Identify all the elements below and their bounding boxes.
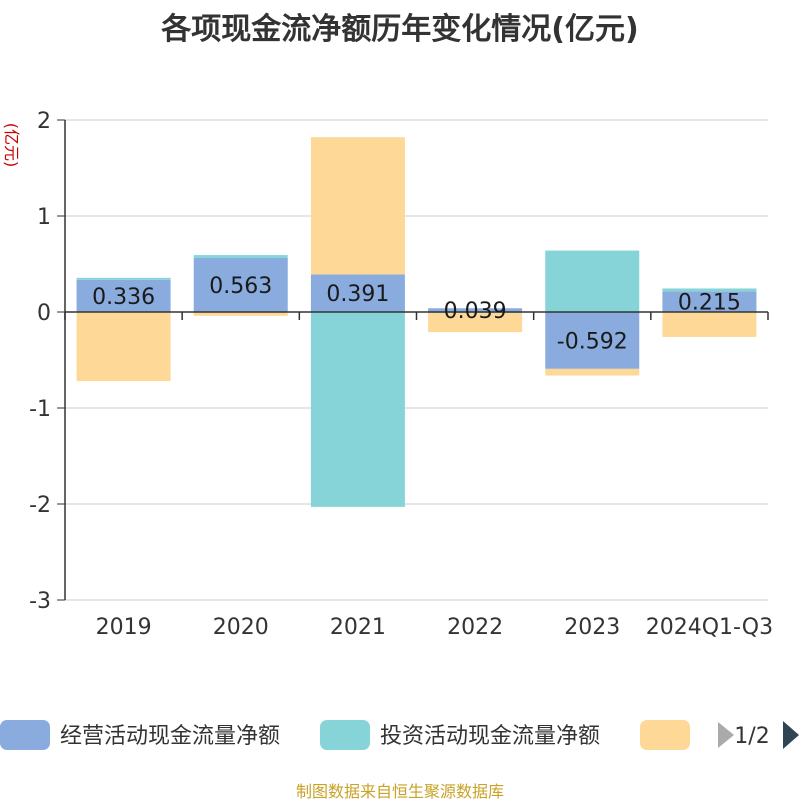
source-note: 制图数据来自恒生聚源数据库 (295, 782, 504, 801)
legend-swatch (0, 720, 50, 750)
legend: 经营活动现金流量净额 投资活动现金流量净额 1/2 (0, 720, 799, 750)
legend-swatch (320, 720, 370, 750)
bar-2-2023 (545, 250, 640, 312)
bar-2-2021 (310, 312, 405, 507)
y-axis-ticks: 2 1 0 -1 -2 -3 (29, 109, 65, 614)
data-labels: 0.336 0.563 0.391 0.039 -0.592 0.215 (92, 274, 741, 354)
arrow-right-icon[interactable] (783, 721, 799, 749)
y-tick-label: -2 (29, 493, 51, 518)
bar-2-2020 (193, 255, 288, 258)
bar-3-2022 (428, 312, 523, 333)
legend-page-indicator: 1/2 (734, 724, 769, 749)
y-tick-label: -1 (29, 397, 51, 422)
x-tick-label: 2020 (213, 615, 269, 640)
x-tick-label: 2024Q1-Q3 (646, 615, 773, 640)
bar-3-2021 (310, 137, 405, 275)
bar-1-2022 (428, 308, 523, 312)
data-label: -0.592 (557, 329, 628, 354)
y-tick-label: 2 (37, 109, 51, 134)
arrow-left-icon[interactable] (718, 722, 734, 748)
y-axis-label: (亿元) (2, 123, 21, 168)
legend-item[interactable]: 经营活动现金流量净额 (0, 720, 280, 750)
bar-1-2023 (545, 312, 640, 369)
chart-title: 各项现金流净额历年变化情况(亿元) (161, 12, 639, 47)
bar-1-2020 (193, 257, 288, 312)
legend-item[interactable]: 投资活动现金流量净额 (320, 720, 600, 750)
x-tick-label: 2022 (447, 615, 503, 640)
x-tick-label: 2023 (564, 615, 620, 640)
bar-1-2021 (310, 274, 405, 312)
data-label: 0.039 (444, 299, 507, 324)
bar-3-2024Q1-Q3 (662, 312, 757, 337)
bar-1-2024Q1-Q3 (662, 291, 757, 312)
bar-3-2020 (193, 312, 288, 316)
x-axis-ticks: 2019 2020 2021 2022 2023 2024Q1-Q3 (96, 615, 774, 640)
data-label: 0.563 (209, 274, 272, 299)
bar-2-2024Q1-Q3 (662, 288, 757, 292)
axes (64, 120, 769, 600)
legend-item[interactable] (640, 720, 690, 750)
bar-3-2019 (76, 312, 171, 382)
bar-3-2023 (545, 368, 640, 376)
data-label: 0.336 (92, 285, 155, 310)
data-label: 0.391 (326, 282, 389, 307)
data-label: 0.215 (678, 291, 741, 316)
legend-label: 投资活动现金流量净额 (380, 724, 600, 749)
x-tick-label: 2019 (96, 615, 152, 640)
y-tick-label: 0 (37, 301, 51, 326)
x-tick-label: 2021 (330, 615, 386, 640)
legend-label: 经营活动现金流量净额 (60, 724, 280, 749)
y-tick-label: 1 (37, 205, 51, 230)
bars (76, 137, 757, 507)
bar-1-2019 (76, 279, 171, 312)
y-tick-label: -3 (29, 589, 51, 614)
legend-swatch (640, 720, 690, 750)
bar-2-2019 (76, 277, 171, 280)
